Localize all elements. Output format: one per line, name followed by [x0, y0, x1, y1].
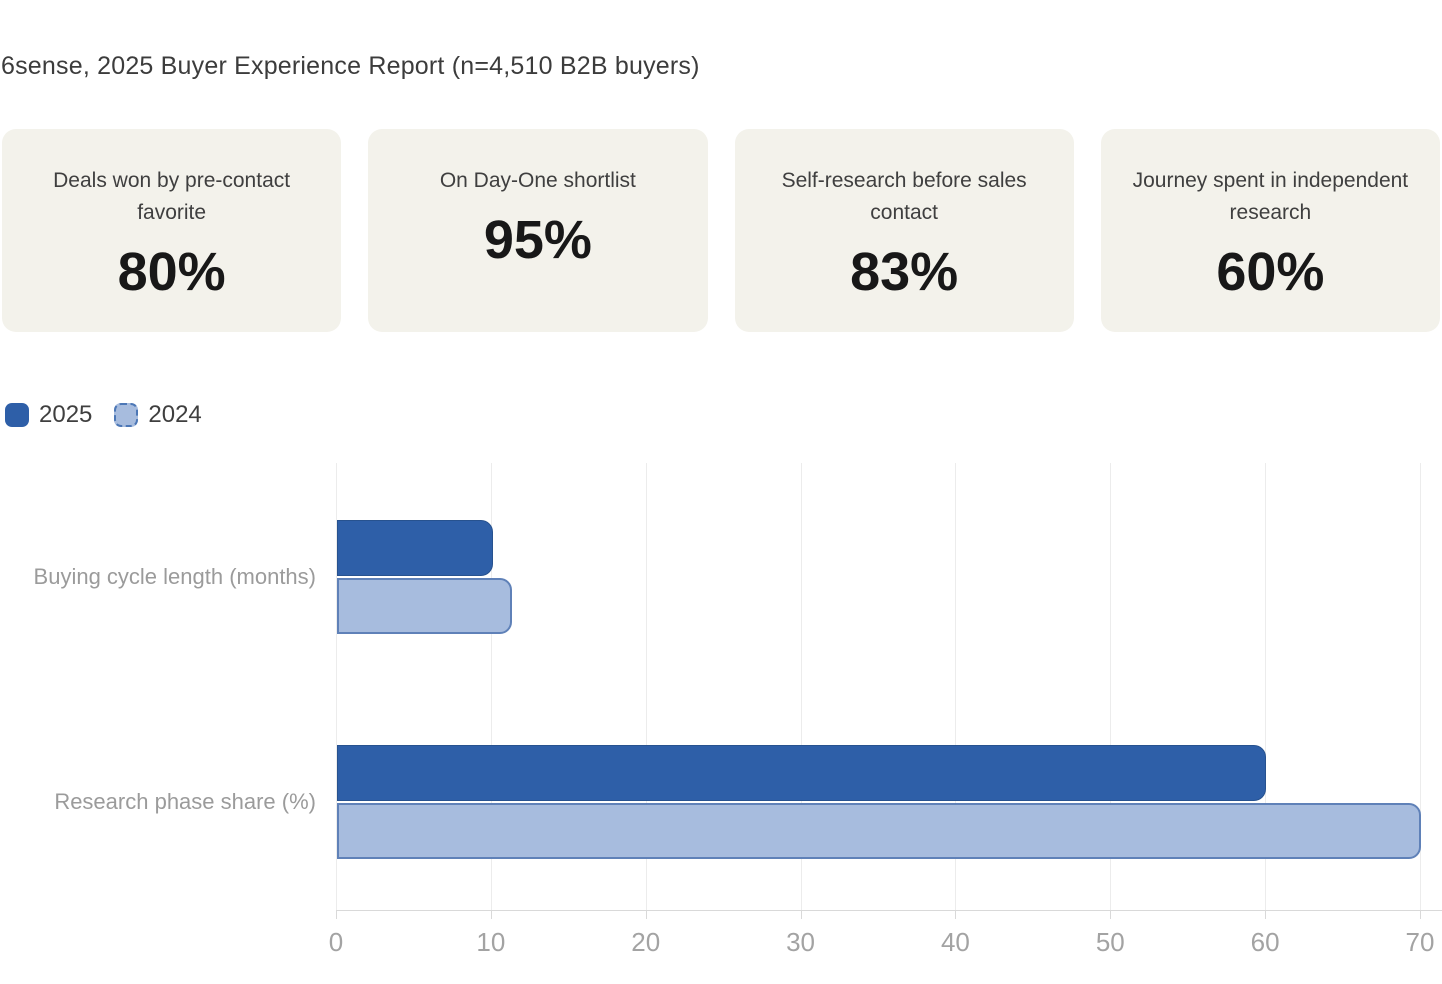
bar-2025-cat1	[337, 520, 494, 576]
category-label: Research phase share (%)	[54, 789, 316, 814]
gridline-70	[1420, 463, 1421, 910]
legend-label-2024: 2024	[148, 401, 202, 428]
stat-card-label: Journey spent in independent research	[1132, 169, 1409, 224]
bar-2025-cat2	[337, 745, 1267, 801]
axis-tick-70	[1420, 911, 1421, 919]
x-axis-line	[336, 910, 1442, 911]
stat-card-value: 60%	[1216, 242, 1325, 302]
stat-card-label: Deals won by pre-contact favorite	[53, 169, 291, 224]
x-tick-label-10: 10	[476, 927, 506, 957]
axis-tick-50	[1110, 911, 1112, 919]
legend-item-2024[interactable]: 2024	[114, 401, 202, 429]
stat-card-label: Self-research before sales contact	[781, 169, 1027, 224]
axis-tick-20	[645, 911, 647, 919]
axis-tick-10	[490, 911, 492, 919]
legend-swatch-2024	[114, 403, 139, 427]
x-tick-label-40: 40	[940, 927, 970, 957]
bar-2024-cat1	[337, 578, 512, 634]
x-tick-label-20: 20	[631, 927, 661, 957]
gridline-40	[955, 463, 957, 910]
stat-cards: Deals won by pre-contact favorite 80% On D…	[0, 129, 1442, 334]
legend-swatch-2025	[5, 403, 29, 427]
axis-tick-0	[336, 911, 337, 919]
gridline-10	[490, 463, 492, 910]
gridline-50	[1110, 463, 1112, 910]
x-tick-label-50: 50	[1095, 927, 1125, 957]
stat-card-value: 80%	[117, 242, 226, 302]
axis-tick-30	[800, 911, 802, 919]
axis-tick-60	[1265, 911, 1267, 919]
bar-2024-cat2	[337, 803, 1421, 859]
chart-legend: 2025 2024	[5, 400, 202, 430]
category-label: Buying cycle length (months)	[33, 564, 316, 589]
stat-card-value: 95%	[483, 210, 592, 270]
page-title: 6sense, 2025 Buyer Experience Report (n=…	[1, 52, 700, 80]
stat-card-4: Journey spent in independent research 60%	[1100, 129, 1440, 332]
gridline-20	[645, 463, 647, 910]
x-tick-label-60: 60	[1250, 927, 1280, 957]
x-tick-label-70: 70	[1405, 927, 1435, 957]
x-tick-label-30: 30	[786, 927, 816, 957]
legend-label-2025: 2025	[39, 401, 93, 428]
gridline-30	[800, 463, 802, 910]
stat-card-3: Self-research before sales contact 83%	[734, 129, 1074, 332]
gridline-60	[1265, 463, 1267, 910]
legend-item-2025[interactable]: 2025	[5, 401, 92, 429]
x-tick-label-0: 0	[328, 927, 344, 957]
axis-tick-40	[955, 911, 957, 919]
bar-chart: 0 10 20 30 40 50 60 70 Buying cycle length (mont…	[0, 455, 1442, 984]
stat-card-2: On Day-One shortlist 95%	[368, 129, 708, 332]
stat-card-label: On Day-One shortlist	[439, 169, 636, 192]
stat-card-1: Deals won by pre-contact favorite 80%	[2, 129, 342, 332]
stat-card-value: 83%	[850, 242, 959, 302]
gridline-0	[336, 463, 337, 910]
